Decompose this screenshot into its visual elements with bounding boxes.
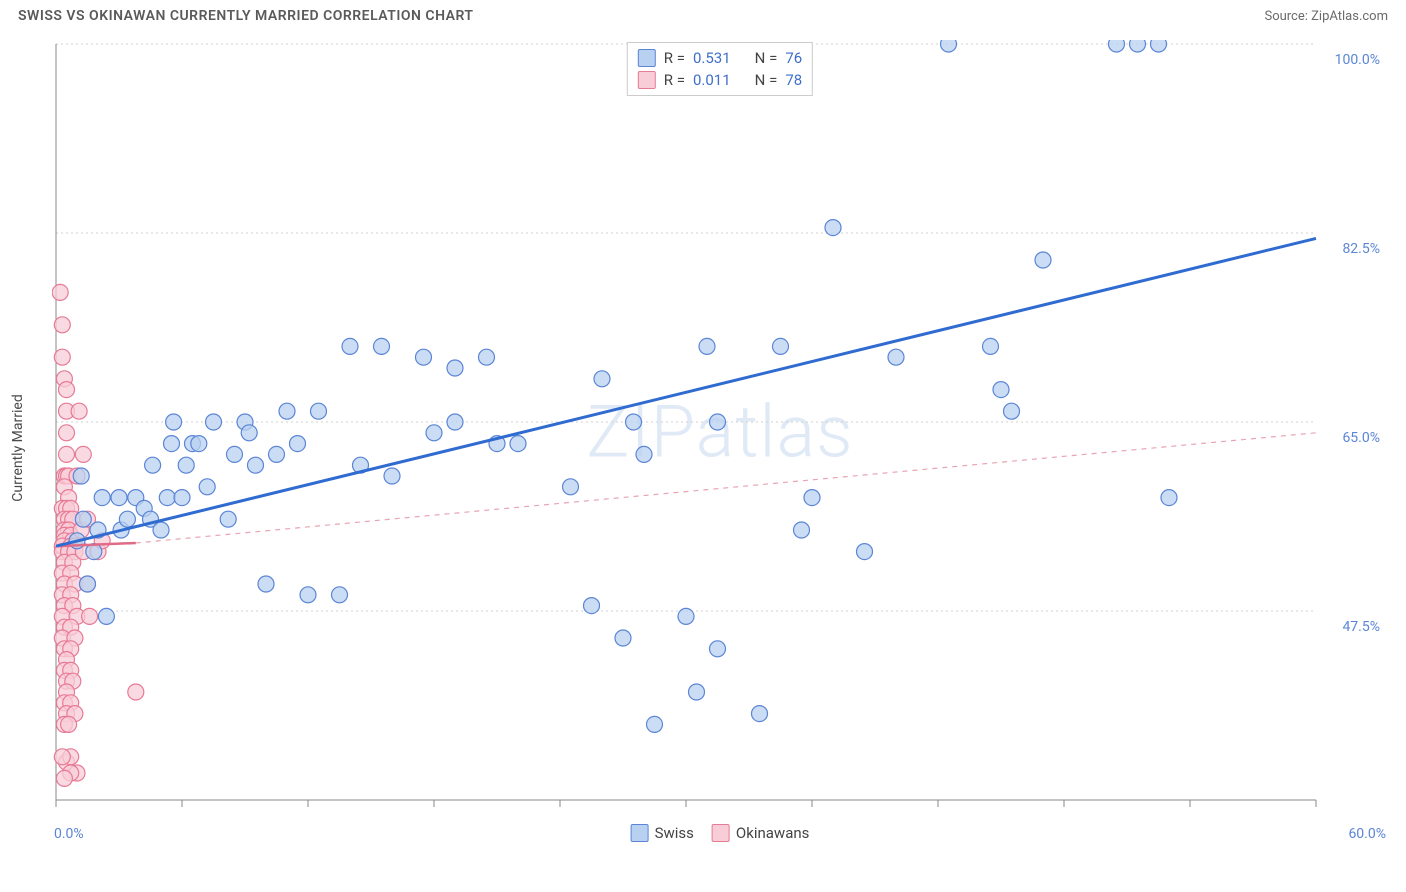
r-label: R = (664, 69, 685, 91)
n-label: N = (755, 69, 778, 91)
x-min-label: 0.0% (54, 826, 84, 842)
swatch-blue (631, 824, 649, 842)
legend-stats-row-okinawans: R = 0.011 N = 78 (638, 69, 802, 91)
svg-text:100.0%: 100.0% (1335, 52, 1380, 68)
chart-area: ZIPatlas 47.5%65.0%82.5%100.0% 0.0% 60.0… (52, 40, 1388, 840)
legend-item-okinawans: Okinawans (712, 824, 809, 842)
svg-text:65.0%: 65.0% (1342, 430, 1380, 446)
swatch-pink (712, 824, 730, 842)
r-label: R = (664, 47, 685, 69)
legend-series: Swiss Okinawans (631, 824, 810, 842)
svg-text:47.5%: 47.5% (1342, 619, 1380, 635)
legend-stats-row-swiss: R = 0.531 N = 76 (638, 47, 802, 69)
y-axis-label: Currently Married (10, 394, 26, 501)
scatter-plot: 47.5% 65.0% 82.5% 100.0% (52, 40, 1388, 840)
n-value: 78 (785, 69, 802, 91)
swatch-blue (638, 49, 656, 67)
legend-label: Swiss (655, 824, 694, 842)
svg-text:82.5%: 82.5% (1342, 241, 1380, 257)
legend-item-swiss: Swiss (631, 824, 694, 842)
x-max-label: 60.0% (1348, 826, 1386, 842)
legend-stats: R = 0.531 N = 76 R = 0.011 N = 78 (627, 42, 813, 96)
swatch-pink (638, 71, 656, 89)
r-value: 0.531 (693, 47, 731, 69)
n-value: 76 (785, 47, 802, 69)
chart-title: SWISS VS OKINAWAN CURRENTLY MARRIED CORR… (18, 8, 474, 24)
legend-label: Okinawans (736, 824, 809, 842)
r-value: 0.011 (693, 69, 731, 91)
n-label: N = (755, 47, 778, 69)
source-label: Source: ZipAtlas.com (1264, 9, 1388, 24)
